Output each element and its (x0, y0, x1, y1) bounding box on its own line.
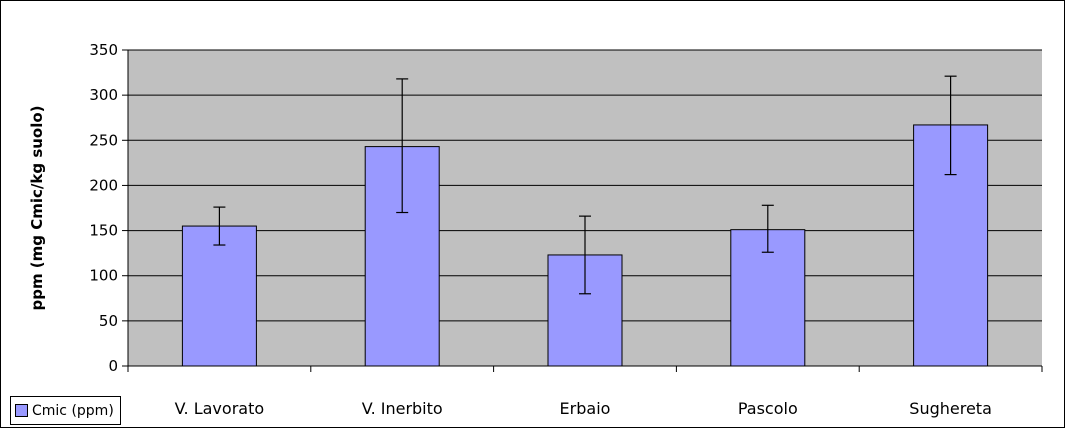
y-tick-label: 100 (89, 267, 118, 285)
x-category-labels: V. Lavorato V. Inerbito Erbaio Pascolo Sughe… (175, 399, 992, 418)
x-category-label: V. Inerbito (362, 399, 443, 418)
y-tick-label: 50 (99, 312, 118, 330)
legend-swatch (15, 404, 28, 417)
legend-label: Cmic (ppm) (32, 402, 114, 419)
x-category-label: Sughereta (909, 399, 992, 418)
y-axis-title: ppm (mg Cmic/kg suolo) (28, 105, 46, 310)
bar (181, 225, 257, 367)
x-category-label: Erbaio (560, 399, 611, 418)
axes (122, 49, 1043, 372)
y-tick-label: 300 (89, 86, 118, 104)
x-category-label: Pascolo (738, 399, 798, 418)
error-bars (213, 75, 957, 295)
y-tick-label: 350 (89, 41, 118, 59)
y-tick-labels: 0 50 100 150 200 250 300 350 (89, 41, 118, 375)
y-tick-label: 250 (89, 131, 118, 149)
legend: Cmic (ppm) (10, 396, 121, 425)
y-tick-label: 150 (89, 222, 118, 240)
x-category-label: V. Lavorato (175, 399, 264, 418)
y-tick-label: 0 (108, 357, 118, 375)
y-tick-label: 200 (89, 176, 118, 194)
